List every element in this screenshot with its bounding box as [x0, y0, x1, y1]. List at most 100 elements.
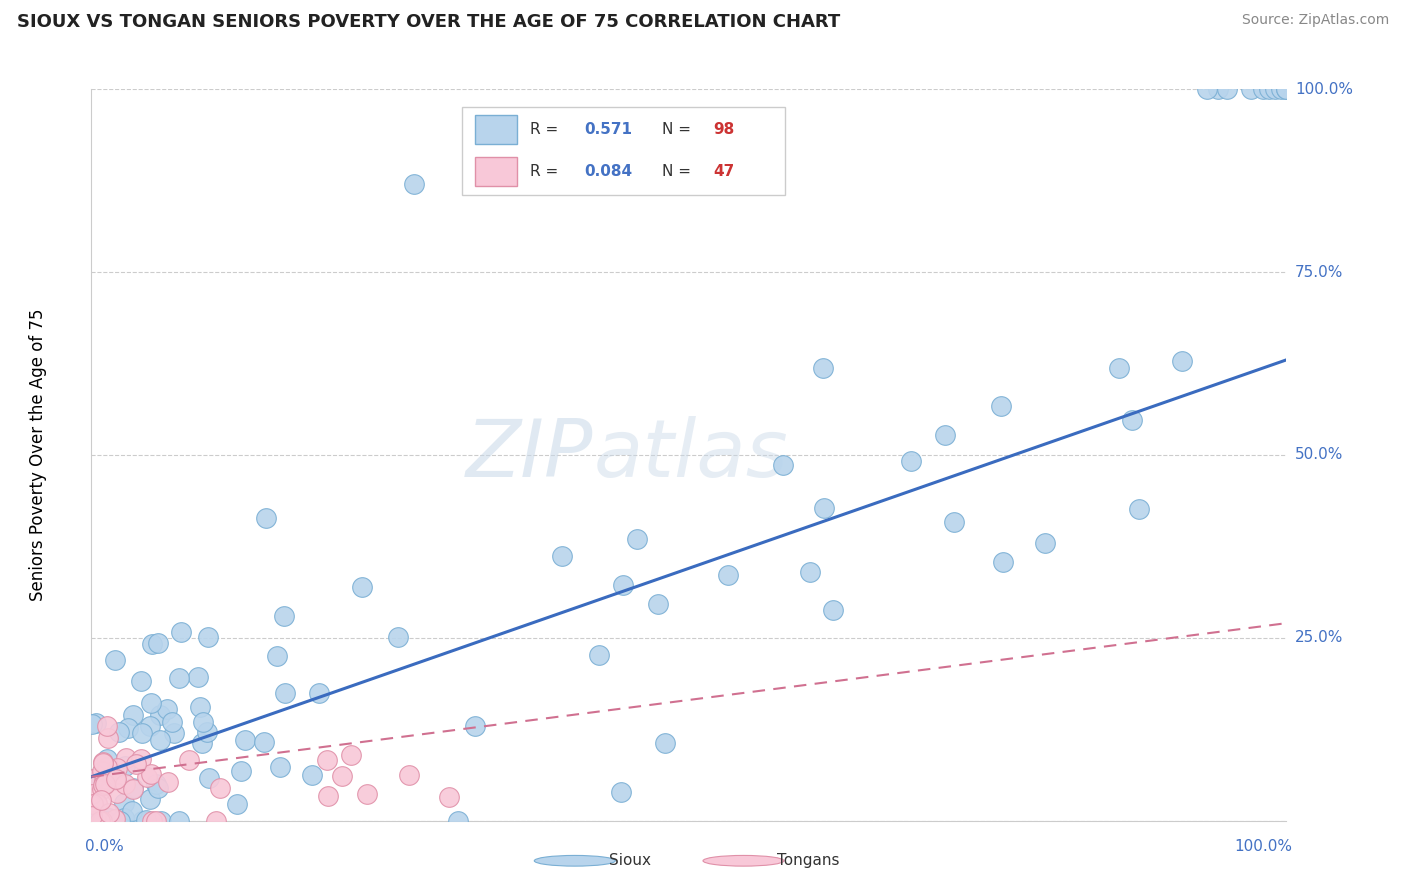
Point: [89, 814, 111, 828]
Point: [114, 777, 136, 791]
Point: [129, 673, 152, 688]
Point: [269, 760, 291, 774]
Text: 0.0%: 0.0%: [86, 838, 124, 854]
Point: [97, 731, 120, 745]
Point: [266, 648, 288, 663]
Point: [149, 732, 172, 747]
Point: [135, 813, 157, 827]
Point: [121, 805, 143, 819]
Point: [93, 778, 115, 792]
Text: 75.0%: 75.0%: [1295, 265, 1343, 279]
Point: [197, 631, 219, 645]
Point: [83, 772, 105, 786]
Point: [942, 515, 965, 529]
Point: [141, 814, 163, 828]
Text: Source: ZipAtlas.com: Source: ZipAtlas.com: [1241, 13, 1389, 28]
Point: [86, 814, 108, 828]
Point: [551, 549, 574, 563]
Point: [131, 814, 153, 828]
Circle shape: [703, 855, 785, 866]
Point: [990, 399, 1012, 413]
Point: [91, 782, 114, 797]
Point: [163, 725, 186, 739]
Point: [104, 772, 127, 787]
Point: [254, 510, 277, 524]
Point: [204, 814, 226, 828]
Point: [273, 608, 295, 623]
Point: [1206, 82, 1229, 96]
Text: atlas: atlas: [593, 416, 789, 494]
Point: [991, 555, 1014, 569]
Point: [156, 702, 179, 716]
Point: [1275, 82, 1298, 96]
Point: [356, 787, 378, 801]
Point: [198, 771, 221, 785]
Point: [626, 532, 648, 546]
Point: [1257, 82, 1279, 96]
Point: [80, 787, 103, 801]
Point: [145, 814, 167, 828]
Point: [1264, 82, 1286, 96]
Point: [447, 814, 470, 828]
Point: [340, 747, 363, 762]
Text: 25.0%: 25.0%: [1295, 631, 1343, 645]
Point: [1275, 82, 1298, 96]
Point: [90, 814, 112, 828]
Point: [233, 732, 256, 747]
Point: [91, 755, 114, 769]
Point: [160, 715, 183, 730]
Point: [114, 759, 136, 773]
Point: [122, 782, 145, 797]
Point: [301, 768, 323, 782]
Point: [316, 789, 339, 804]
Point: [157, 774, 180, 789]
Point: [252, 735, 274, 749]
Point: [813, 361, 835, 376]
Point: [1121, 413, 1143, 427]
Point: [1171, 353, 1194, 368]
Point: [716, 568, 738, 582]
Text: Sioux: Sioux: [609, 854, 651, 868]
Point: [91, 814, 114, 828]
Point: [104, 653, 127, 667]
Point: [197, 724, 219, 739]
Point: [226, 797, 249, 811]
Point: [108, 814, 131, 828]
Point: [105, 786, 128, 800]
Point: [83, 814, 105, 828]
Text: ZIP: ZIP: [465, 416, 593, 494]
Point: [96, 760, 118, 774]
Point: [90, 793, 112, 807]
Point: [139, 767, 162, 781]
Point: [139, 792, 162, 806]
Point: [91, 756, 114, 770]
Point: [86, 796, 108, 810]
Point: [1033, 536, 1056, 550]
Point: [387, 631, 409, 645]
Text: Tongans: Tongans: [778, 854, 839, 868]
Point: [350, 580, 373, 594]
Point: [191, 714, 214, 729]
Text: 100.0%: 100.0%: [1295, 82, 1353, 96]
Point: [131, 725, 153, 739]
Point: [167, 671, 190, 685]
Point: [129, 751, 152, 765]
Point: [125, 757, 148, 772]
Point: [91, 764, 114, 778]
Point: [799, 565, 821, 579]
Point: [308, 686, 330, 700]
Point: [934, 428, 956, 442]
Point: [610, 785, 633, 799]
Point: [107, 725, 129, 739]
Text: 50.0%: 50.0%: [1295, 448, 1343, 462]
Point: [93, 777, 115, 791]
Point: [404, 178, 426, 192]
Point: [190, 736, 212, 750]
Point: [588, 648, 610, 662]
Point: [93, 774, 115, 789]
Point: [149, 707, 172, 722]
Point: [1108, 361, 1130, 376]
Point: [1197, 82, 1219, 96]
Text: SIOUX VS TONGAN SENIORS POVERTY OVER THE AGE OF 75 CORRELATION CHART: SIOUX VS TONGAN SENIORS POVERTY OVER THE…: [17, 13, 841, 31]
Point: [82, 772, 104, 786]
